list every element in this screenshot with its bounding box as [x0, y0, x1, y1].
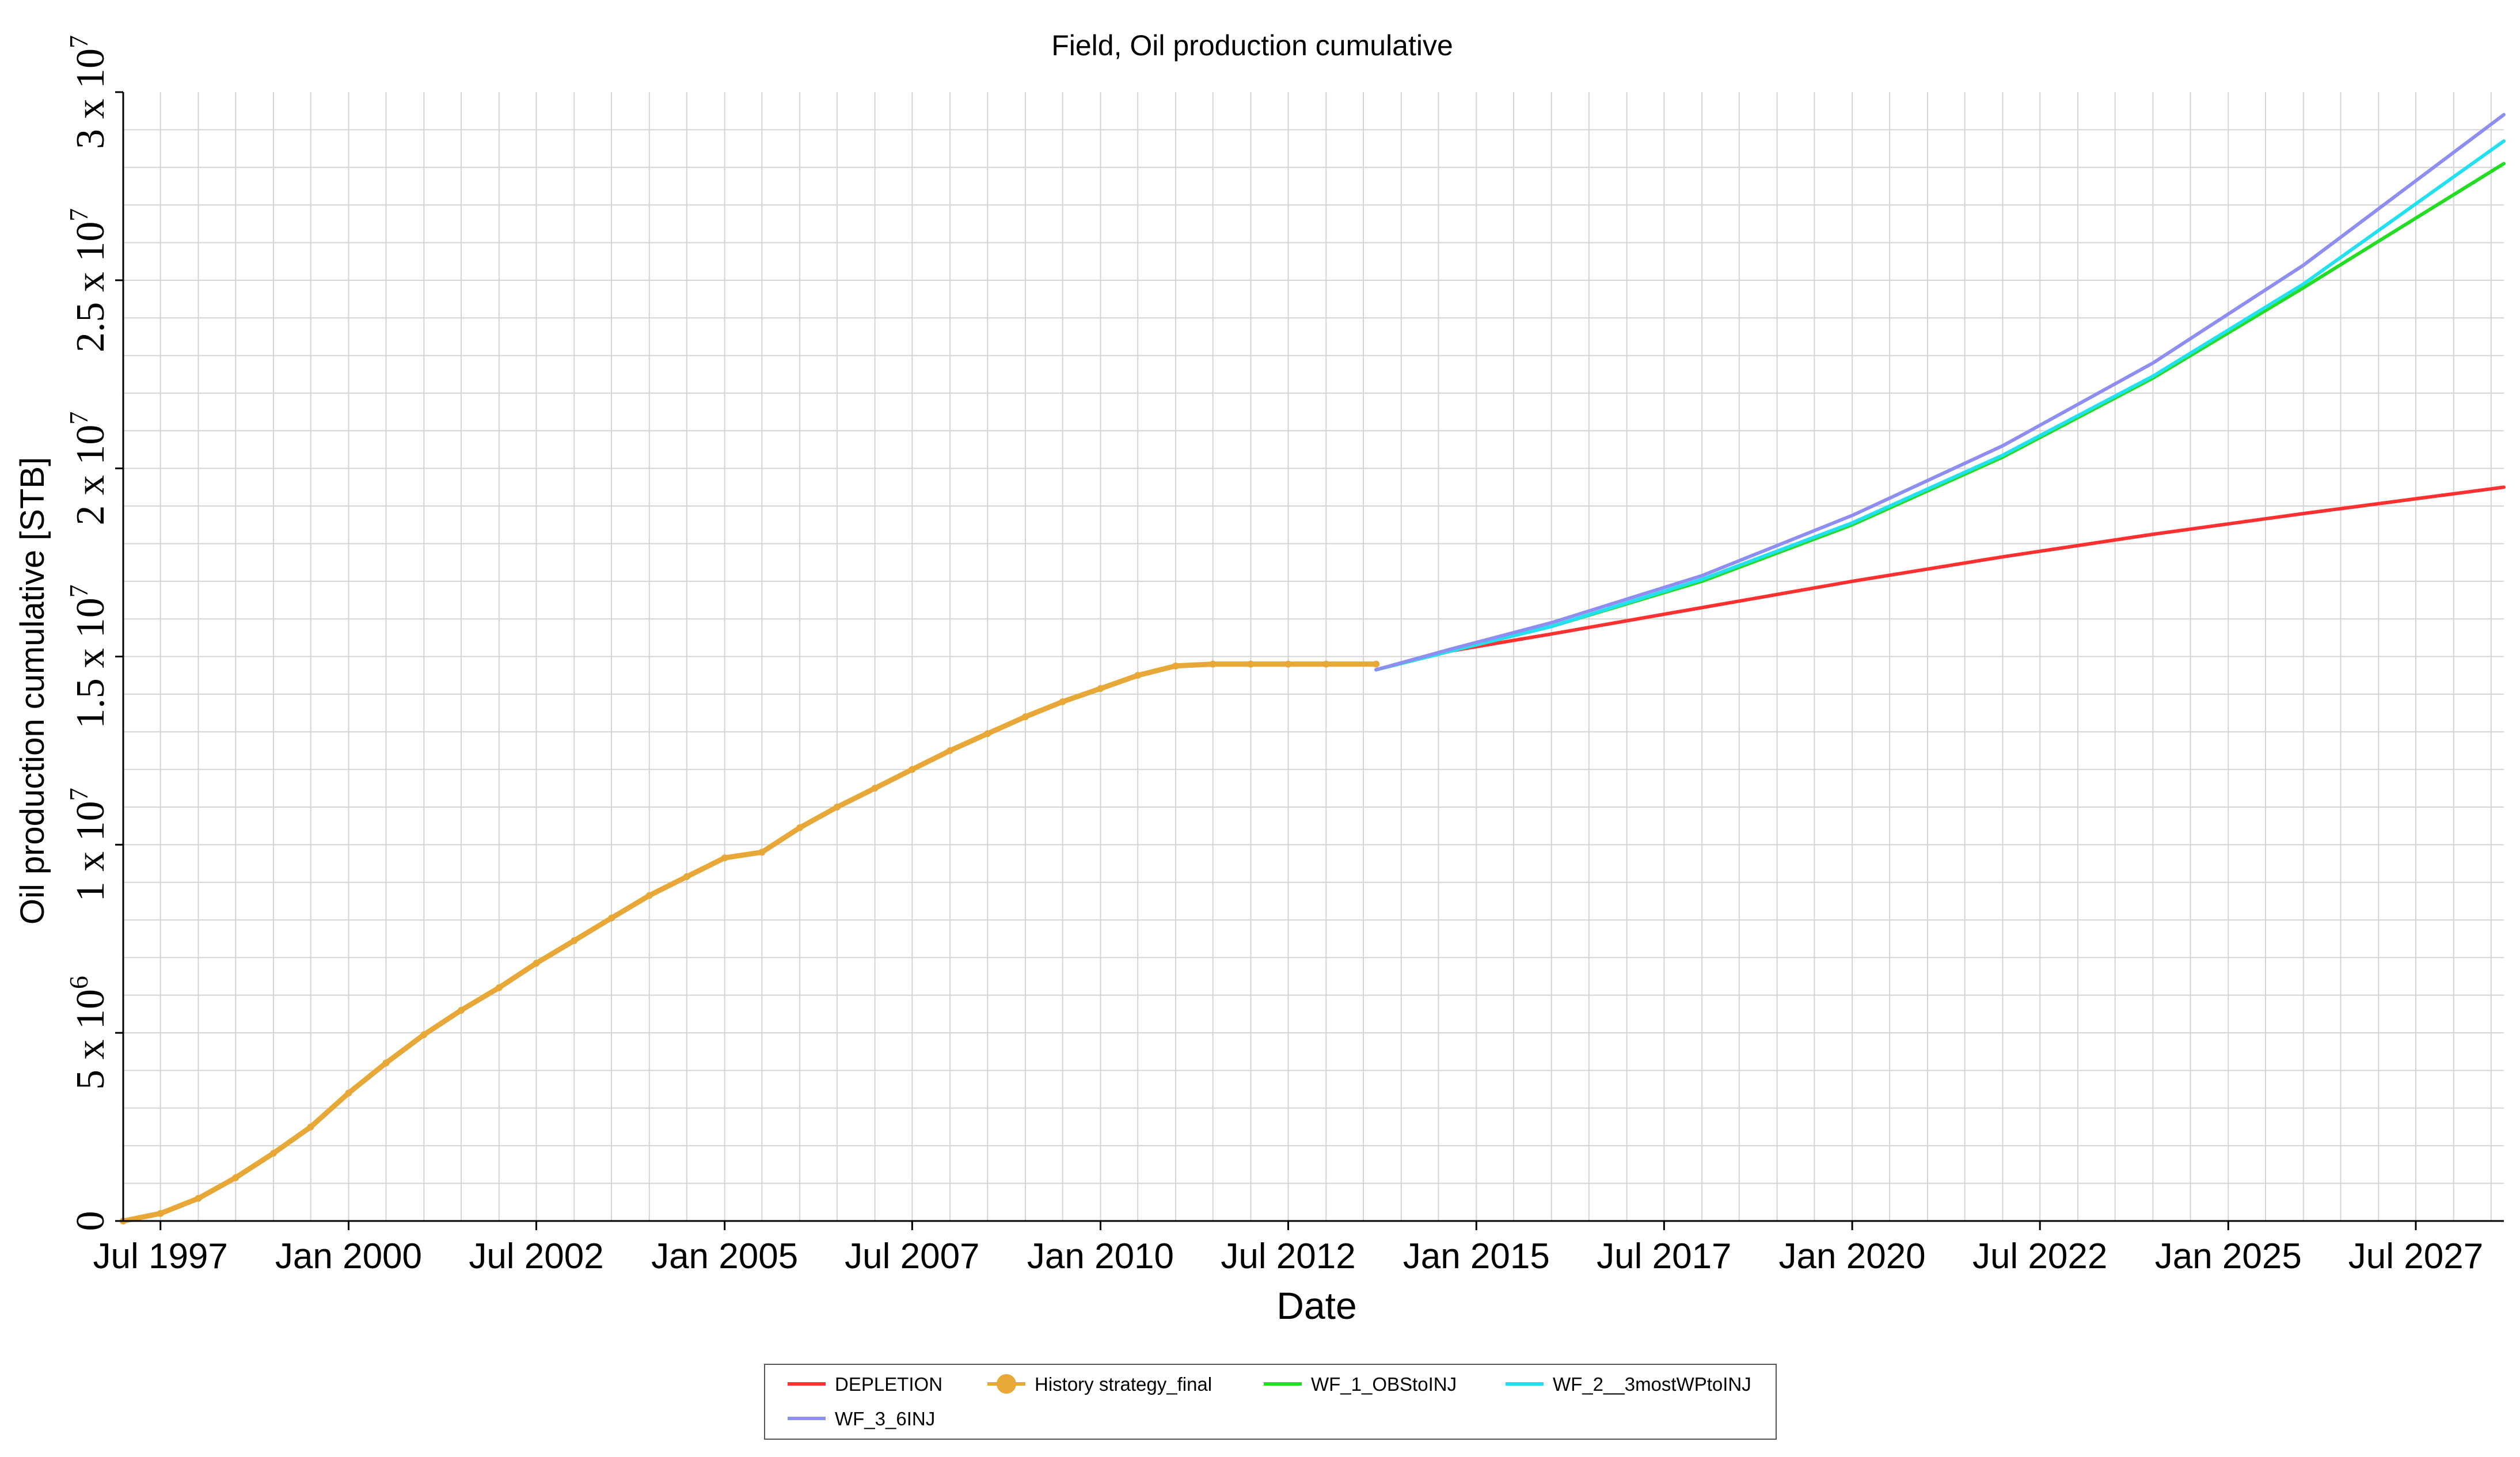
legend-label: History strategy_final	[1035, 1374, 1212, 1395]
series-point	[232, 1174, 240, 1181]
y-tick-label: 2 x 107	[64, 412, 113, 526]
x-tick-label: Jan 2005	[651, 1237, 798, 1276]
series-point	[1284, 660, 1292, 668]
y-tick-label: 3 x 107	[64, 35, 113, 149]
y-tick-label: 5 x 106	[64, 976, 113, 1090]
series-point	[608, 914, 615, 922]
series-point	[1134, 672, 1142, 679]
y-tick-mantissa: 2.5 x 10	[69, 222, 113, 353]
series-point	[1373, 660, 1380, 668]
series-point	[683, 873, 690, 880]
y-tick-mantissa: 1.5 x 10	[69, 598, 113, 729]
y-tick-mantissa: 0	[69, 1211, 113, 1231]
series-point	[1021, 713, 1029, 721]
chart-title: Field, Oil production cumulative	[1051, 29, 1453, 62]
series-point	[345, 1089, 352, 1097]
series-line-3	[1374, 139, 2506, 672]
series-point	[458, 1006, 465, 1014]
series-point	[571, 937, 578, 945]
y-tick-exponent: 7	[64, 35, 93, 48]
x-tick-labels: Jul 1997 Jan 2000 Jul 2002 Jan 2005 Jul 2007…	[93, 1237, 2483, 1276]
series-line-4	[1374, 113, 2506, 672]
series-point	[758, 849, 766, 856]
legend-label: WF_1_OBStoINJ	[1311, 1374, 1457, 1395]
series-point	[495, 984, 503, 991]
y-tick-exponent: 7	[64, 788, 93, 801]
x-axis-label: Date	[1276, 1284, 1356, 1327]
series-line-1	[120, 661, 1379, 1224]
grid	[123, 92, 2504, 1221]
series-point	[721, 854, 728, 862]
series-line-0	[1374, 485, 2506, 672]
series-point	[269, 1150, 277, 1157]
x-tick-label: Jan 2025	[2155, 1237, 2302, 1276]
legend-marker	[997, 1374, 1016, 1394]
legend-box	[764, 1364, 1777, 1440]
series-point	[382, 1059, 390, 1067]
x-tick-label: Jul 2027	[2348, 1237, 2483, 1276]
series-point	[645, 892, 653, 899]
series-point	[1322, 660, 1330, 668]
series-point	[307, 1123, 314, 1131]
legend: DEPLETION History strategy_final WF_1_OBSt…	[764, 1364, 1777, 1440]
x-tick-label: Jul 2012	[1221, 1237, 1355, 1276]
series-point	[1247, 660, 1255, 668]
x-tick-label: Jul 2022	[1972, 1237, 2107, 1276]
y-tick-label: 1.5 x 107	[64, 584, 113, 729]
y-axis-label: Oil production cumulative [STB]	[14, 457, 51, 925]
y-tick-mantissa: 2 x 10	[69, 425, 113, 526]
series-point	[420, 1031, 428, 1038]
legend-label: DEPLETION	[835, 1374, 942, 1395]
y-tick-mantissa: 3 x 10	[69, 48, 113, 149]
series-group	[120, 113, 2506, 1224]
x-tick-label: Jul 1997	[93, 1237, 227, 1276]
series-point	[157, 1209, 164, 1217]
y-tick-mantissa: 5 x 10	[69, 989, 113, 1090]
series-point	[1097, 685, 1104, 693]
y-tick-mantissa: 1 x 10	[69, 801, 113, 901]
y-tick-exponent: 7	[64, 584, 93, 598]
series-point	[533, 960, 540, 967]
y-tick-label: 2.5 x 107	[64, 208, 113, 353]
axes	[115, 91, 2504, 1230]
x-tick-label: Jan 2010	[1027, 1237, 1174, 1276]
series-point	[909, 766, 916, 773]
series-point	[195, 1194, 202, 1202]
series-point	[984, 730, 991, 737]
x-tick-label: Jul 2017	[1597, 1237, 1731, 1276]
series-point	[947, 747, 954, 754]
series-point	[871, 785, 879, 792]
legend-label: WF_2__3mostWPtoINJ	[1553, 1374, 1751, 1395]
x-tick-label: Jan 2020	[1779, 1237, 1926, 1276]
legend-label: WF_3_6INJ	[835, 1408, 935, 1429]
series-point	[1209, 660, 1217, 668]
series-point	[1172, 662, 1179, 669]
series-point	[796, 824, 804, 831]
x-tick-label: Jan 2000	[275, 1237, 422, 1276]
y-tick-label: 0	[69, 1211, 113, 1231]
y-tick-exponent: 6	[64, 976, 93, 989]
x-tick-label: Jan 2015	[1403, 1237, 1550, 1276]
y-tick-label: 1 x 107	[64, 788, 113, 901]
series-point	[1059, 698, 1066, 705]
x-tick-label: Jul 2007	[845, 1237, 979, 1276]
x-tick-label: Jul 2002	[469, 1237, 603, 1276]
y-tick-exponent: 7	[64, 412, 93, 425]
series-point	[833, 803, 841, 811]
y-tick-exponent: 7	[64, 208, 93, 222]
